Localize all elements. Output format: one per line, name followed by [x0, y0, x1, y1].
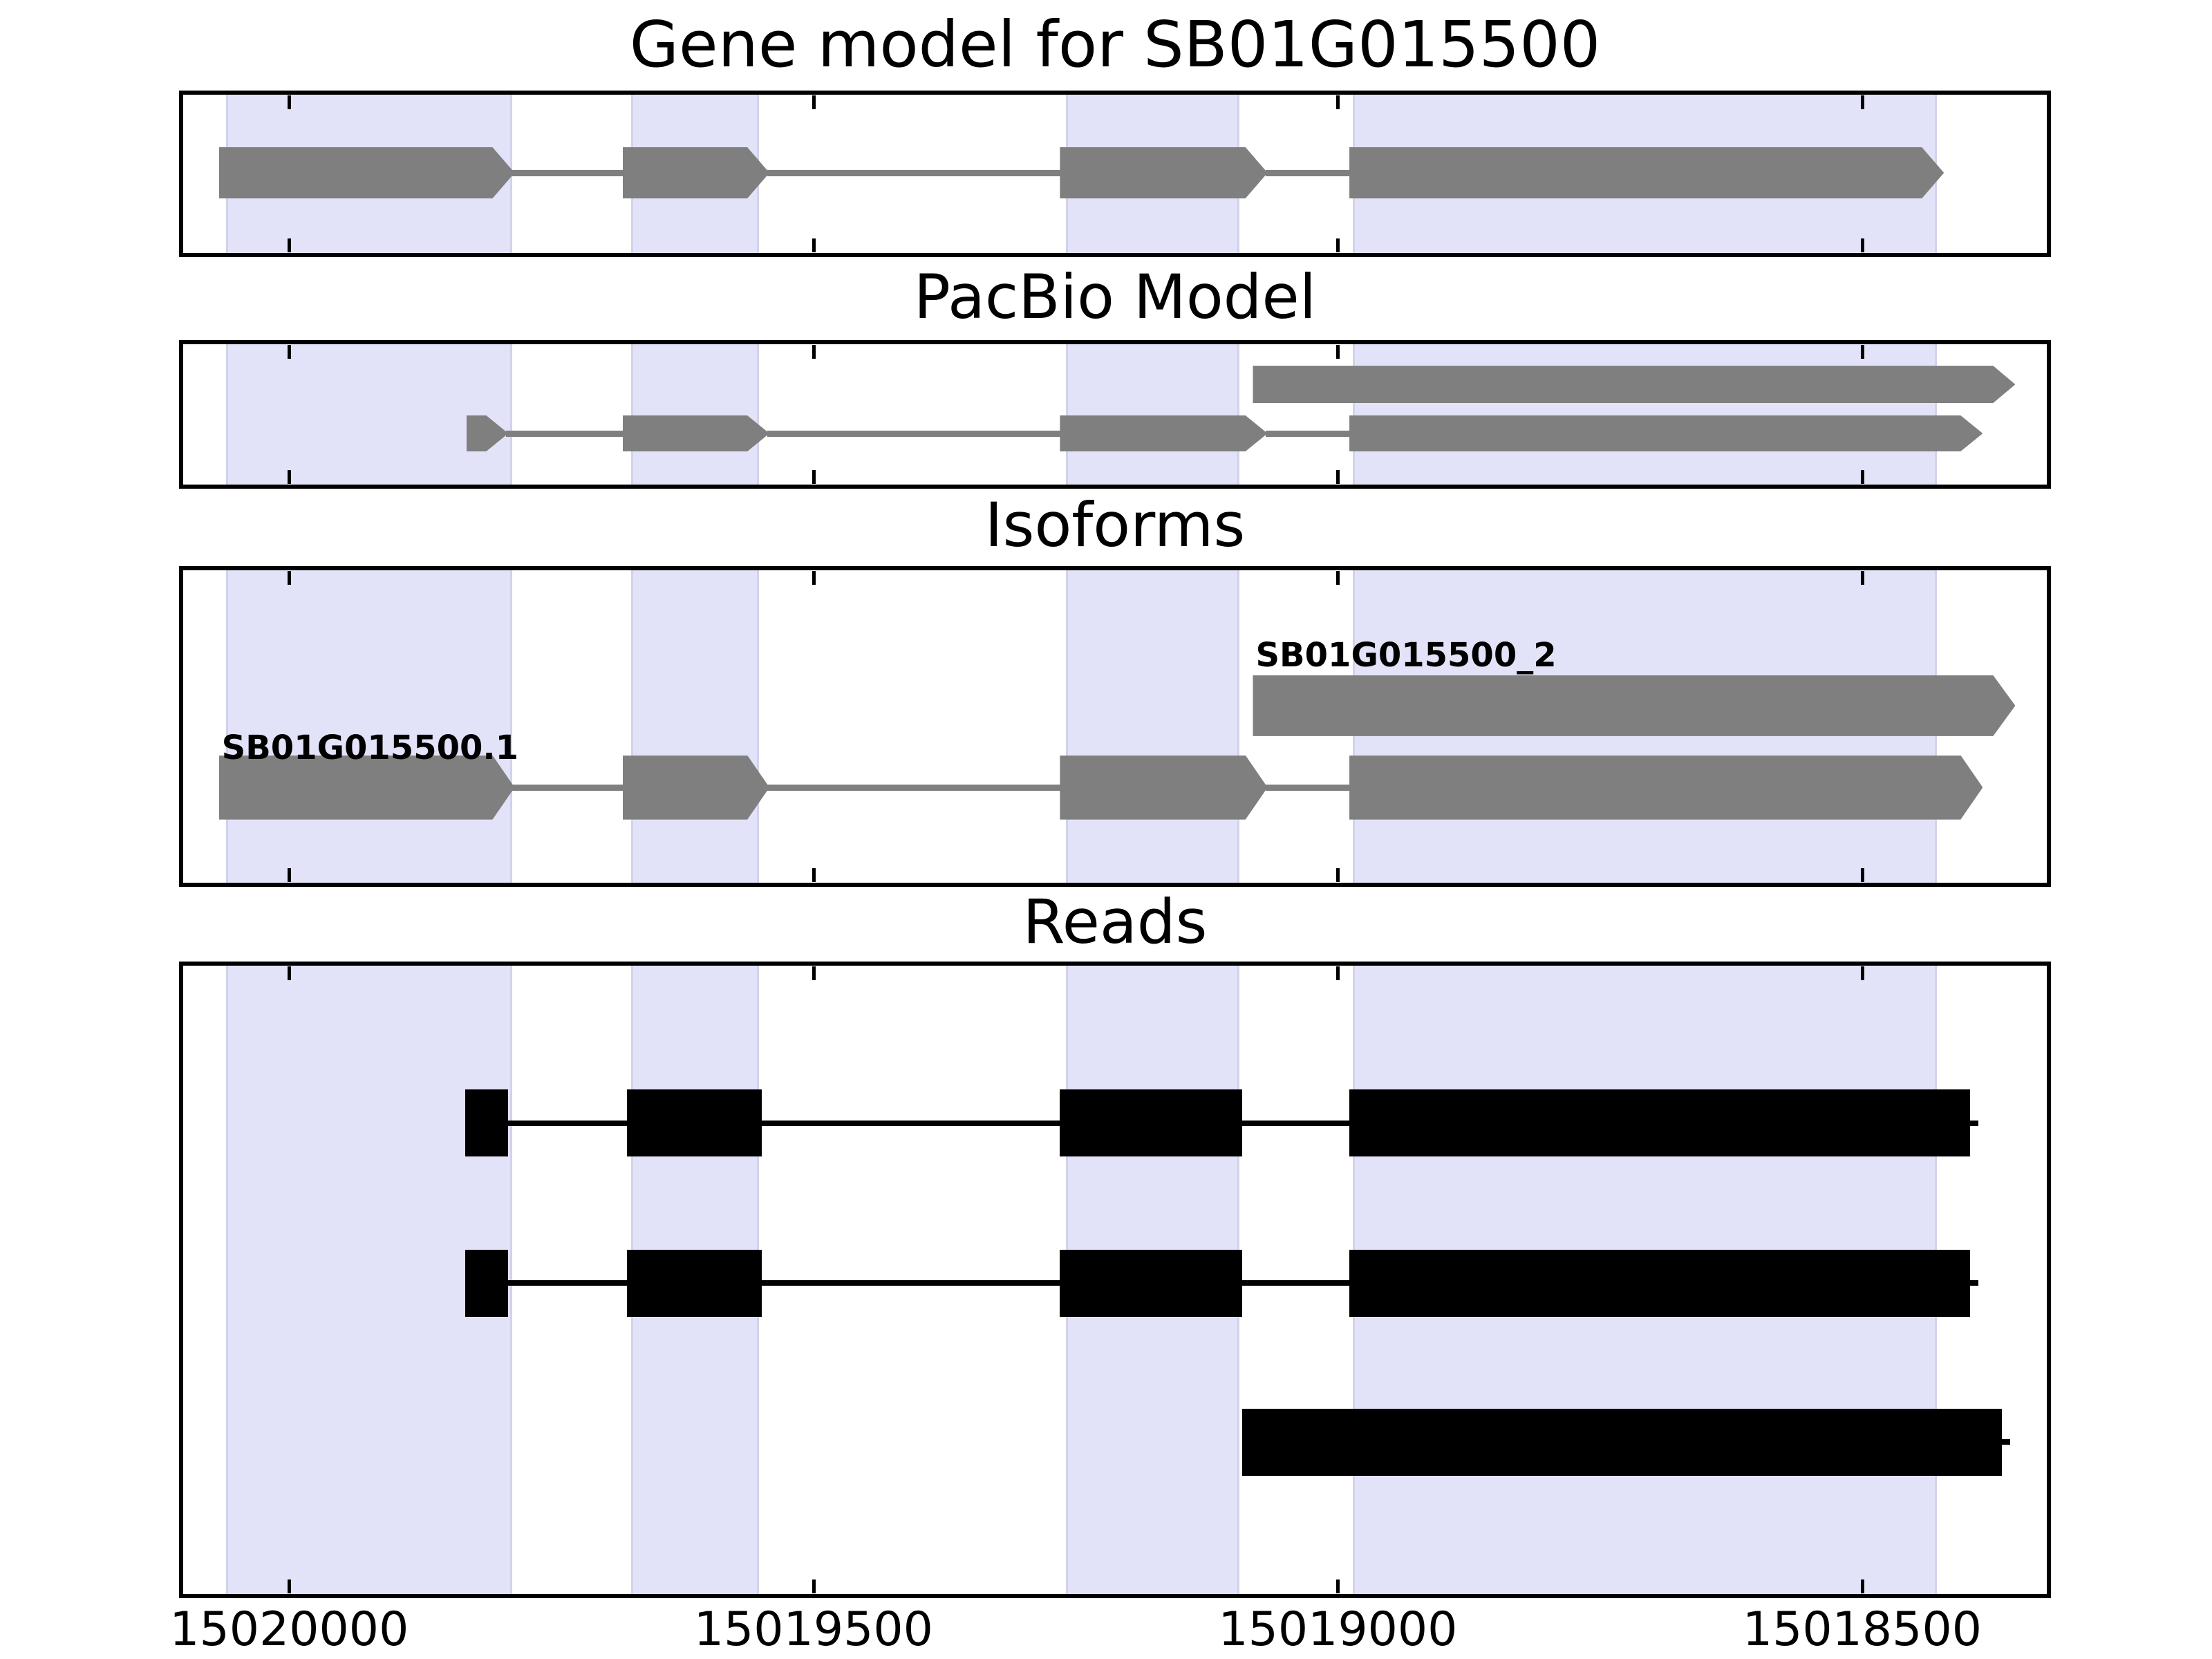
axis-tick-bottom-15019000 [1336, 470, 1340, 484]
axis-tick-bottom-15020000 [288, 238, 292, 252]
x-tick-label-15018500: 15018500 [1742, 1602, 1982, 1657]
axis-tick-bottom-15019500 [812, 238, 816, 252]
exon-highlight-band-2 [630, 344, 759, 485]
axis-tick-top-15019000 [1336, 345, 1340, 359]
axis-tick-top-15018500 [1860, 95, 1864, 109]
axis-tick-bottom-15018500 [1860, 868, 1864, 882]
axis-tick-top-15020000 [288, 345, 292, 359]
intron-line [767, 784, 1062, 791]
exon-block-4 [1349, 415, 1983, 452]
axis-tick-bottom-15018500 [1860, 238, 1864, 252]
exon-block-1 [1253, 366, 2016, 404]
read-block-3 [1060, 1089, 1243, 1157]
axis-tick-top-15018500 [1860, 571, 1864, 585]
axis-tick-top-15019500 [812, 95, 816, 109]
panel-reads [179, 962, 2051, 1598]
read-block-1 [1242, 1408, 2002, 1476]
axis-tick-top-15020000 [288, 571, 292, 585]
exon-highlight-band-2 [630, 570, 759, 883]
intron-line [506, 430, 625, 437]
panel-pacbio-model [179, 340, 2051, 489]
panel-gene-model [179, 91, 2051, 257]
intron-line [1265, 784, 1352, 791]
exon-highlight-band-1 [226, 570, 513, 883]
axis-tick-bottom-15019500 [812, 868, 816, 882]
read-block-4 [1349, 1249, 1971, 1317]
exon-highlight-band-1 [226, 966, 513, 1594]
exon-block-2 [622, 147, 770, 199]
read-block-1 [465, 1249, 509, 1317]
exon-highlight-band-3 [1066, 344, 1239, 485]
intron-line [767, 430, 1062, 437]
axis-tick-bottom-15018500 [1860, 470, 1864, 484]
axis-tick-top-15019000 [1336, 966, 1340, 980]
title-reads: Reads [1022, 886, 1208, 957]
read-block-4 [1349, 1089, 1971, 1157]
axis-tick-top-15019000 [1336, 95, 1340, 109]
intron-line [512, 169, 625, 176]
exon-block-1 [1253, 675, 2016, 736]
exon-block-2 [622, 415, 770, 452]
exon-block-3 [1060, 755, 1268, 820]
axis-tick-bottom-15019500 [812, 470, 816, 484]
axis-tick-bottom-15020000 [288, 470, 292, 484]
exon-highlight-band-1 [226, 344, 513, 485]
title-isoforms: Isoforms [984, 489, 1246, 561]
exon-block-2 [622, 755, 770, 820]
isoform-label-SB01G015500.1: SB01G015500.1 [221, 728, 519, 767]
axis-tick-top-15020000 [288, 966, 292, 980]
read-block-3 [1060, 1249, 1243, 1317]
exon-highlight-band-4 [1352, 344, 1937, 485]
exon-highlight-band-3 [1066, 570, 1239, 883]
axis-tick-top-15018500 [1860, 966, 1864, 980]
read-block-1 [465, 1089, 509, 1157]
read-block-2 [626, 1089, 762, 1157]
axis-tick-top-15019000 [1336, 571, 1340, 585]
axis-tick-bottom-15018500 [1860, 1580, 1864, 1593]
exon-block-1 [218, 755, 515, 820]
intron-line [512, 784, 625, 791]
intron-line [767, 169, 1062, 176]
panel-isoforms: SB01G015500_2 SB01G015500.1 [179, 566, 2051, 887]
read-block-2 [626, 1249, 762, 1317]
axis-tick-top-15019500 [812, 345, 816, 359]
axis-tick-bottom-15020000 [288, 1580, 292, 1593]
axis-tick-bottom-15019000 [1336, 868, 1340, 882]
x-tick-label-15019000: 15019000 [1218, 1602, 1458, 1657]
exon-block-3 [1060, 147, 1268, 199]
axis-tick-bottom-15019500 [812, 1580, 816, 1593]
intron-line [1265, 169, 1352, 176]
axis-tick-top-15018500 [1860, 345, 1864, 359]
isoform-label-SB01G015500_2: SB01G015500_2 [1255, 635, 1557, 675]
panel-gene-model-layer [183, 95, 2047, 253]
x-tick-label-15019500: 15019500 [693, 1602, 933, 1657]
axis-tick-bottom-15019000 [1336, 1580, 1340, 1593]
axis-tick-bottom-15019000 [1336, 238, 1340, 252]
exon-block-4 [1349, 147, 1944, 199]
title-gene-model: Gene model for SB01G015500 [629, 8, 1601, 82]
intron-line [1265, 430, 1352, 437]
axis-tick-top-15019500 [812, 571, 816, 585]
exon-block-3 [1060, 415, 1268, 452]
axis-tick-bottom-15020000 [288, 868, 292, 882]
exon-block-4 [1349, 755, 1983, 820]
axis-tick-top-15020000 [288, 95, 292, 109]
panel-reads-layer [183, 966, 2047, 1594]
panel-pacbio-model-layer [183, 344, 2047, 485]
exon-block-1 [218, 147, 515, 199]
axis-tick-top-15019500 [812, 966, 816, 980]
x-tick-label-15020000: 15020000 [169, 1602, 409, 1657]
panel-isoforms-layer: SB01G015500_2 SB01G015500.1 [183, 570, 2047, 883]
title-pacbio-model: PacBio Model [913, 261, 1317, 332]
